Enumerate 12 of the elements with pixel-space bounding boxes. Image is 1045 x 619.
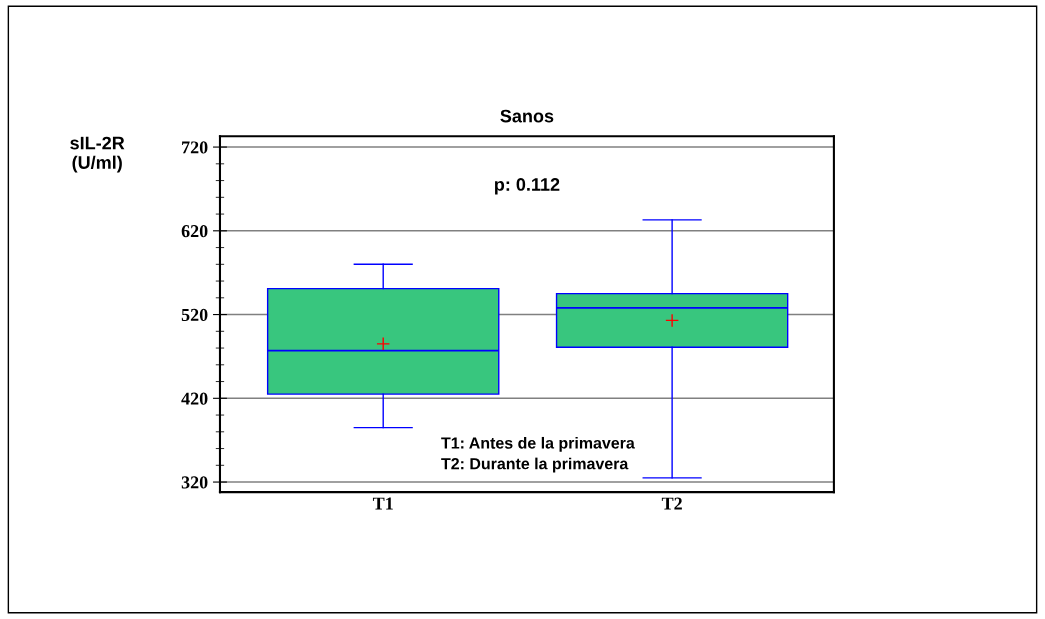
y-tick-label: 720 xyxy=(182,141,208,154)
y-tick-label: 620 xyxy=(181,225,208,238)
y-tick-label: 320 xyxy=(181,476,208,489)
x-tick-label: T2 xyxy=(661,497,682,510)
y-axis-title: sIL-2R (U/ml) xyxy=(70,136,125,173)
chart-title: Sanos xyxy=(500,109,554,123)
y-tick-label: 420 xyxy=(181,392,208,405)
annotation: T2: Durante la primavera xyxy=(441,457,629,473)
annotation: p: 0.112 xyxy=(495,178,560,195)
x-tick-label: T1 xyxy=(372,497,393,510)
annotation: T1: Antes de la primavera xyxy=(441,436,635,452)
y-tick-label: 520 xyxy=(181,308,208,321)
